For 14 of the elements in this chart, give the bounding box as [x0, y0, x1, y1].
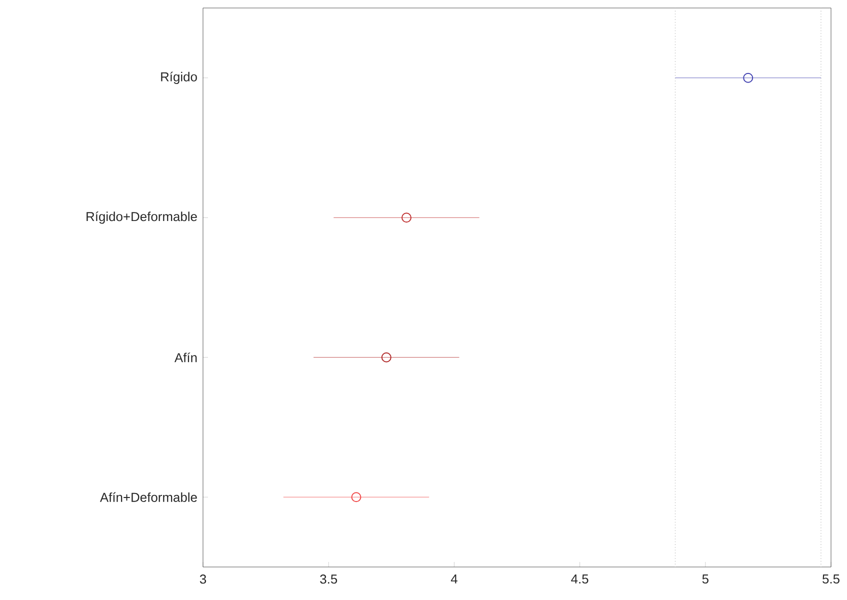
- x-tick-label: 4.5: [571, 574, 588, 584]
- point: [381, 352, 392, 362]
- x-tick-label: 4: [450, 574, 458, 584]
- y-tick-label: Afín: [174, 352, 197, 362]
- y-tick-label: Afín+Deformable: [100, 492, 197, 502]
- point: [401, 212, 412, 223]
- y-tick-label: Rígido: [161, 72, 197, 84]
- x-tick-label: 5.5: [822, 574, 840, 584]
- x-tick-label: 5: [702, 574, 708, 584]
- point: [743, 72, 754, 83]
- y-tick-label: Rígido+Deformable: [86, 212, 197, 224]
- x-tick-label: 3.5: [320, 574, 338, 584]
- point: [351, 492, 362, 502]
- x-tick-label: 3: [200, 574, 206, 584]
